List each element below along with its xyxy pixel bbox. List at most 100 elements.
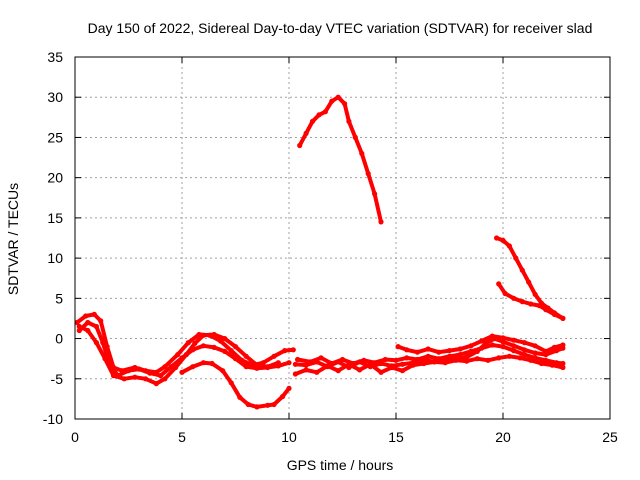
data-point [367, 361, 373, 367]
x-tick-label: 25 [602, 429, 618, 445]
data-point [222, 336, 228, 342]
data-point [457, 346, 463, 352]
x-tick-label: 0 [71, 429, 79, 445]
data-point [173, 364, 179, 371]
data-point [560, 364, 566, 371]
y-tick-label: 10 [47, 250, 63, 266]
data-point [275, 360, 281, 366]
data-point [464, 358, 470, 364]
data-point [551, 311, 558, 317]
data-point [222, 348, 228, 354]
data-point [292, 361, 298, 367]
data-point [543, 357, 549, 363]
data-point [399, 361, 405, 367]
data-point [395, 344, 401, 350]
data-point [132, 374, 138, 380]
series-line-track-9 [297, 95, 383, 224]
data-point [502, 290, 508, 297]
data-point [496, 355, 502, 361]
data-point [382, 356, 388, 363]
data-point [442, 356, 448, 362]
data-point [485, 357, 491, 363]
data-point [357, 367, 363, 373]
axis-ticks: 0 5 10 15 20 25 -10 -5 0 5 10 15 20 25 30 35 [43, 49, 618, 445]
data-point [100, 340, 106, 346]
data-point [526, 279, 532, 285]
data-point [538, 360, 545, 367]
data-point [404, 347, 410, 353]
data-point [489, 333, 495, 339]
data-point [228, 380, 234, 386]
data-point [346, 118, 352, 124]
y-tick-label: -5 [51, 371, 64, 387]
x-axis-label: GPS time / hours [287, 457, 394, 473]
data-point [91, 311, 97, 317]
data-point [560, 342, 566, 348]
data-point [243, 353, 249, 359]
data-point [254, 362, 260, 368]
data-point [335, 94, 341, 100]
data-point [85, 327, 91, 334]
data-point [200, 332, 206, 338]
y-tick-label: 5 [55, 290, 63, 306]
plot-frame [74, 56, 611, 420]
data-point [543, 307, 549, 313]
data-point [352, 134, 358, 140]
data-point [76, 323, 82, 330]
data-point [329, 98, 335, 104]
data-point [528, 357, 534, 363]
data-point [192, 340, 198, 346]
data-point [474, 348, 480, 354]
data-point [232, 356, 239, 362]
data-point [342, 101, 348, 107]
data-point [282, 348, 288, 354]
data-point [511, 348, 517, 354]
data-point [506, 353, 512, 359]
data-point [228, 348, 234, 354]
data-point [179, 369, 185, 375]
data-point [83, 313, 89, 319]
data-point [98, 318, 104, 324]
data-point [303, 130, 309, 136]
data-point [532, 343, 538, 349]
y-tick-label: 0 [55, 331, 63, 347]
data-point [245, 401, 251, 408]
data-point [136, 366, 142, 372]
data-point [489, 342, 495, 348]
data-point [324, 363, 331, 369]
data-point [453, 357, 459, 363]
data-point [389, 364, 395, 371]
data-point [162, 376, 168, 382]
x-tick-label: 20 [495, 429, 511, 445]
data-point [532, 350, 538, 356]
data-point [190, 364, 196, 370]
data-point [85, 319, 91, 326]
data-point [314, 369, 320, 375]
data-point [500, 339, 506, 345]
data-point [232, 344, 239, 350]
data-point [372, 191, 378, 197]
data-point [421, 360, 427, 367]
data-point [365, 171, 371, 177]
data-point [280, 393, 286, 400]
data-point [335, 368, 341, 374]
data-point [500, 335, 506, 341]
data-point [560, 360, 566, 367]
data-point [309, 118, 316, 124]
data-point [519, 299, 525, 305]
data-point [425, 353, 431, 359]
data-point [185, 340, 191, 346]
data-point [378, 219, 384, 225]
data-point [511, 343, 517, 349]
data-point [560, 315, 566, 321]
data-point [431, 359, 438, 365]
data-point [511, 337, 517, 343]
data-point [543, 348, 549, 354]
data-point [494, 235, 500, 241]
data-point [316, 112, 322, 118]
data-point [378, 360, 384, 367]
data-point [446, 348, 453, 354]
data-point [314, 359, 320, 365]
data-point [93, 323, 99, 330]
data-point [536, 303, 543, 309]
